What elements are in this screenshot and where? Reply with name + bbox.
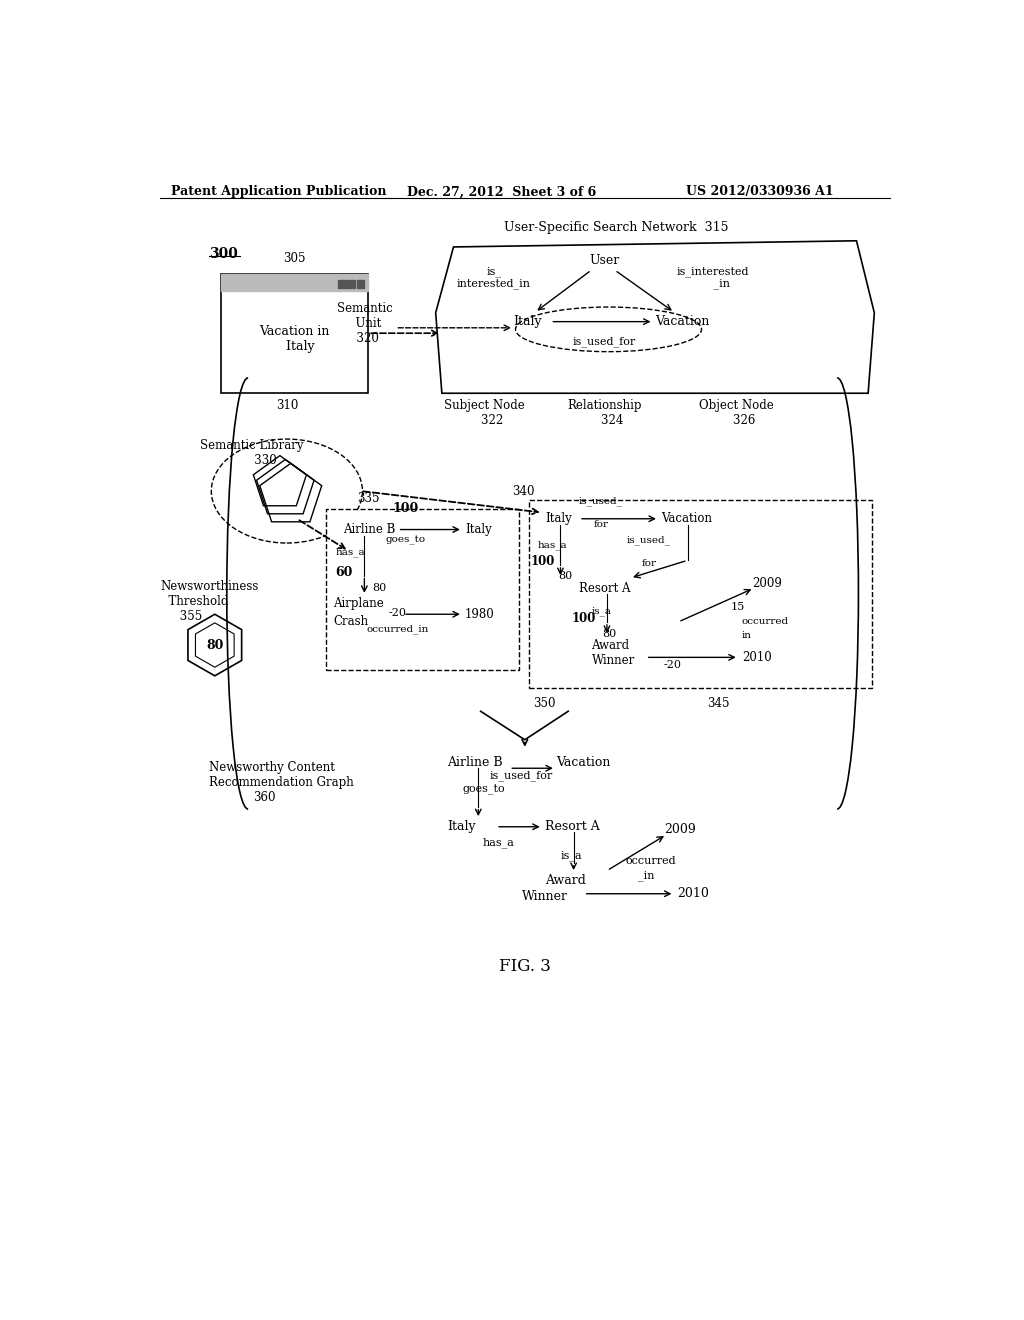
FancyBboxPatch shape	[326, 508, 519, 671]
Text: Winner: Winner	[521, 890, 567, 903]
Text: Semantic Library
       330: Semantic Library 330	[201, 440, 304, 467]
Bar	[221, 275, 369, 290]
Text: is_
interested_in: is_ interested_in	[457, 267, 530, 289]
Text: Vacation: Vacation	[655, 315, 710, 329]
Text: User: User	[590, 253, 620, 267]
Text: Italy: Italy	[465, 523, 492, 536]
Text: is_a: is_a	[560, 850, 582, 861]
Text: Award: Award	[545, 874, 586, 887]
Text: Patent Application Publication: Patent Application Publication	[171, 185, 386, 198]
Text: 60: 60	[336, 566, 353, 579]
Bar	[347, 280, 355, 288]
Text: 100: 100	[392, 502, 419, 515]
Text: FIG. 3: FIG. 3	[499, 958, 551, 974]
Text: Vacation in
   Italy: Vacation in Italy	[259, 325, 330, 354]
Text: Airplane: Airplane	[334, 597, 384, 610]
Text: 2010: 2010	[741, 651, 771, 664]
Text: User-Specific Search Network  315: User-Specific Search Network 315	[504, 220, 728, 234]
Text: 2010: 2010	[677, 887, 709, 900]
Text: Subject Node
    322: Subject Node 322	[444, 399, 525, 426]
Text: Italy: Italy	[513, 315, 542, 329]
Text: is_used_for: is_used_for	[490, 770, 553, 780]
Text: 360: 360	[254, 792, 276, 804]
Text: Semantic
  Unit
  320: Semantic Unit 320	[337, 302, 392, 346]
Text: Newsworthiness
  Threshold
     355: Newsworthiness Threshold 355	[161, 581, 259, 623]
Text: 100: 100	[571, 612, 596, 626]
Text: 340: 340	[512, 484, 535, 498]
Text: 15: 15	[731, 602, 745, 611]
Text: 350: 350	[534, 697, 556, 710]
Text: for: for	[593, 520, 608, 529]
Text: Resort A: Resort A	[579, 582, 631, 594]
Text: is_used_: is_used_	[579, 496, 623, 507]
Text: is_a: is_a	[592, 606, 611, 616]
Text: has_a: has_a	[336, 548, 366, 557]
FancyBboxPatch shape	[529, 499, 872, 688]
Text: 80: 80	[602, 630, 616, 639]
Text: 2009: 2009	[752, 577, 781, 590]
Text: Italy: Italy	[545, 512, 571, 525]
Text: 100: 100	[531, 554, 555, 568]
Text: Airline B: Airline B	[447, 756, 503, 770]
Text: occurred_in: occurred_in	[367, 624, 429, 635]
Text: Vacation: Vacation	[662, 512, 713, 525]
FancyBboxPatch shape	[221, 275, 369, 393]
Text: 80: 80	[206, 639, 223, 652]
Text: 300: 300	[209, 247, 239, 261]
Text: has_a: has_a	[483, 837, 515, 847]
Text: Resort A: Resort A	[545, 820, 600, 833]
Text: for: for	[641, 558, 656, 568]
Text: Award: Award	[592, 639, 630, 652]
Text: -20: -20	[664, 660, 681, 671]
Text: -20: -20	[389, 607, 407, 618]
Text: Relationship
    324: Relationship 324	[567, 399, 642, 426]
Text: Newsworthy Content
Recommendation Graph: Newsworthy Content Recommendation Graph	[209, 760, 354, 788]
Text: is_used_: is_used_	[627, 535, 671, 545]
Text: has_a: has_a	[538, 540, 567, 550]
Text: goes_to: goes_to	[463, 783, 506, 793]
Text: Vacation: Vacation	[556, 756, 610, 770]
Text: 305: 305	[284, 252, 306, 264]
Text: Winner: Winner	[592, 653, 635, 667]
Text: 335: 335	[357, 492, 380, 506]
Text: occurred: occurred	[626, 855, 676, 866]
Bar	[338, 280, 346, 288]
Text: 80: 80	[558, 570, 572, 581]
Text: Crash: Crash	[334, 615, 369, 628]
Text: 2009: 2009	[665, 824, 696, 837]
Text: is_used_for: is_used_for	[573, 337, 636, 347]
Text: US 2012/0330936 A1: US 2012/0330936 A1	[686, 185, 834, 198]
Text: _in: _in	[638, 871, 654, 882]
Text: in: in	[741, 631, 752, 640]
Text: 310: 310	[275, 400, 298, 412]
Text: 1980: 1980	[465, 607, 495, 620]
Text: 80: 80	[372, 583, 386, 593]
Text: goes_to: goes_to	[385, 536, 426, 545]
Text: is_interested
     _in: is_interested _in	[677, 267, 750, 289]
Text: Object Node
    326: Object Node 326	[699, 399, 774, 426]
Text: Airline B: Airline B	[343, 523, 396, 536]
Text: Italy: Italy	[447, 820, 476, 833]
Text: occurred: occurred	[741, 618, 788, 627]
Text: 345: 345	[708, 697, 730, 710]
Bar	[356, 280, 365, 288]
Text: Dec. 27, 2012  Sheet 3 of 6: Dec. 27, 2012 Sheet 3 of 6	[407, 185, 596, 198]
